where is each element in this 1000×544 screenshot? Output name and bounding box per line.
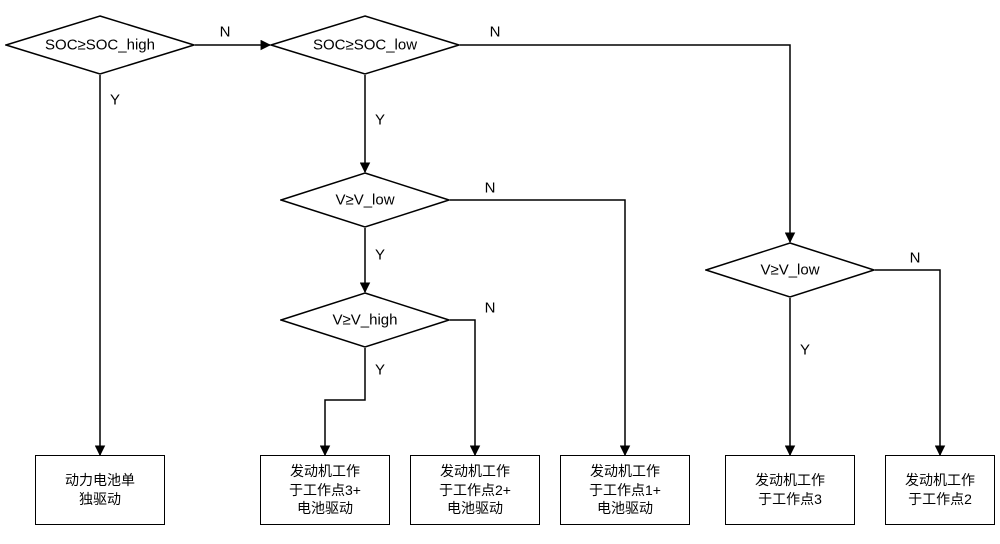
decision-label: V≥V_low (335, 192, 394, 209)
flowchart-canvas: SOC≥SOC_high SOC≥SOC_low V≥V_low V≥V_hig… (0, 0, 1000, 544)
result-point3-batt: 发动机工作于工作点3+电池驱动 (260, 455, 390, 525)
edge-label: N (488, 24, 503, 41)
result-point2: 发动机工作于工作点2 (885, 455, 995, 525)
decision-v-low-b: V≥V_low (705, 242, 875, 298)
result-point3: 发动机工作于工作点3 (725, 455, 855, 525)
result-label: 发动机工作于工作点2 (905, 471, 975, 509)
decision-label: SOC≥SOC_low (313, 37, 417, 54)
decision-label: V≥V_low (760, 262, 819, 279)
decision-soc-high: SOC≥SOC_high (5, 15, 195, 75)
decision-v-high: V≥V_high (280, 292, 450, 348)
edge-label: Y (798, 342, 812, 359)
edge-label: N (483, 300, 498, 317)
decision-label: SOC≥SOC_high (45, 37, 155, 54)
result-point2-batt: 发动机工作于工作点2+电池驱动 (410, 455, 540, 525)
edge-label: Y (373, 362, 387, 379)
edge-label: Y (373, 247, 387, 264)
edge-label: Y (108, 92, 122, 109)
edge-label: N (908, 250, 923, 267)
decision-label: V≥V_high (333, 312, 398, 329)
edge-label: N (218, 24, 233, 41)
result-label: 发动机工作于工作点3 (755, 471, 825, 509)
edge-label: Y (373, 112, 387, 129)
result-label: 动力电池单独驱动 (65, 471, 135, 509)
result-label: 发动机工作于工作点1+电池驱动 (589, 462, 661, 519)
decision-v-low-a: V≥V_low (280, 172, 450, 228)
result-battery-only: 动力电池单独驱动 (35, 455, 165, 525)
result-point1-batt: 发动机工作于工作点1+电池驱动 (560, 455, 690, 525)
edge-label: N (483, 180, 498, 197)
result-label: 发动机工作于工作点2+电池驱动 (439, 462, 511, 519)
result-label: 发动机工作于工作点3+电池驱动 (289, 462, 361, 519)
decision-soc-low: SOC≥SOC_low (270, 15, 460, 75)
